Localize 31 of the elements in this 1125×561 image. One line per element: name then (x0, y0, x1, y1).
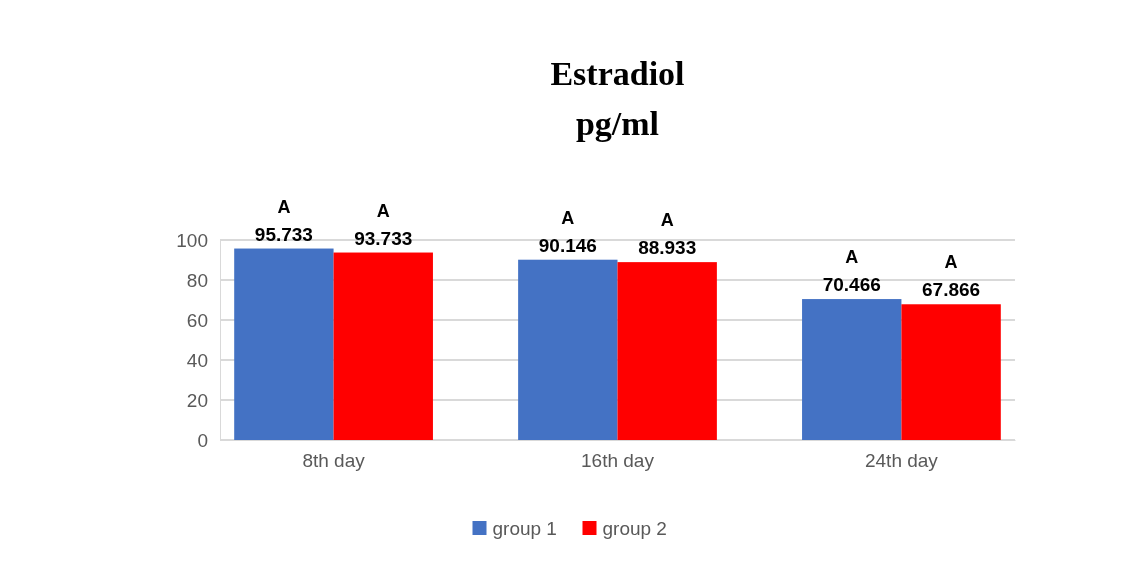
bar (802, 299, 902, 440)
y-tick-label: 60 (186, 309, 208, 331)
data-label: 70.466 (822, 274, 881, 296)
x-tick-label: 8th day (302, 450, 366, 472)
text: A (660, 210, 674, 231)
x-tick-label: 16th day (581, 450, 655, 472)
text: A (277, 196, 291, 217)
data-label: 93.733 (354, 227, 413, 249)
chart-subtitle: pg/ml (575, 105, 660, 142)
y-tick-label: 20 (186, 389, 208, 411)
text: A (376, 200, 390, 221)
legend-label: group 1 (492, 518, 557, 539)
y-tick-label: 80 (186, 269, 208, 291)
y-tick-label: 0 (197, 429, 208, 451)
legend-label: group 2 (602, 518, 667, 539)
text: A (561, 207, 575, 228)
annotation: A (845, 247, 859, 268)
data-label: 90.146 (538, 234, 597, 256)
annotation: A (944, 252, 958, 273)
y-tick-label: 100 (176, 229, 208, 251)
bar (901, 304, 1001, 440)
bar (518, 259, 618, 440)
y-tick-label: 40 (186, 349, 208, 371)
data-label: 88.933 (638, 237, 697, 259)
bar (333, 252, 433, 440)
bar (617, 262, 717, 440)
data-label: 95.733 (254, 223, 313, 245)
chart-title: Estradiol (550, 55, 685, 92)
bar (234, 248, 334, 440)
data-label: 67.866 (922, 279, 981, 301)
x-tick-label: 24th day (864, 450, 939, 472)
